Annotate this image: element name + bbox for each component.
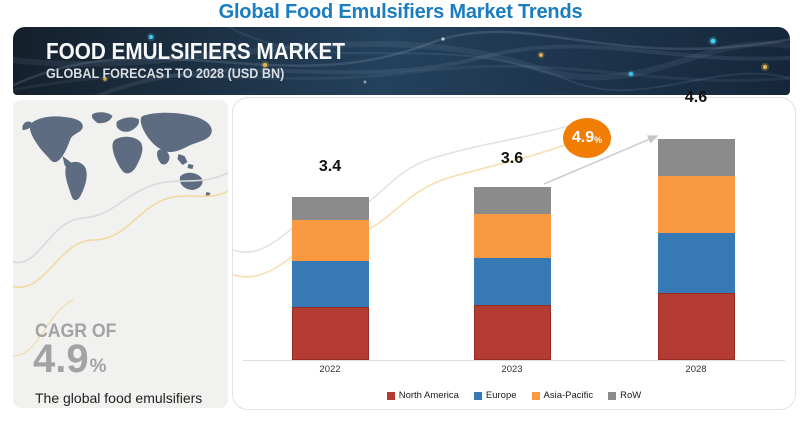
plot-area: 3.4 2022 3.6 2023 4.6 2028 [233, 90, 795, 409]
cagr-number: 4.9 [33, 337, 89, 381]
legend-label: RoW [620, 390, 642, 401]
bar-segment-europe [473, 257, 551, 305]
legend-label: Europe [485, 390, 517, 401]
stacked-bar-2022 [291, 196, 369, 360]
badge-value: 4.9 [571, 129, 595, 146]
stacked-bar-2023 [473, 187, 551, 360]
banner-heading: FOOD EMULSIFIERS MARKET [46, 38, 346, 64]
legend-item-north-america: North America [386, 390, 459, 401]
bar-segment-europe [291, 260, 369, 308]
header-banner: FOOD EMULSIFIERS MARKET GLOBAL FORECAST … [13, 27, 790, 95]
bar-segment-europe [657, 232, 735, 293]
bar-segment-row [473, 187, 551, 214]
bar-segment-north-america [657, 292, 735, 360]
world-map-graphic [22, 112, 212, 201]
cagr-value: 4.9 % [33, 339, 107, 379]
bar-total-label: 3.6 [500, 150, 524, 168]
bar-total-label: 4.6 [684, 89, 708, 107]
bar-segment-asia-pacific [291, 220, 369, 261]
cagr-percent-sign: % [89, 356, 107, 377]
bar-segment-row [291, 196, 369, 221]
legend-swatch-icon [473, 391, 482, 400]
legend-label: Asia-Pacific [543, 390, 594, 401]
badge-percent-sign: % [594, 135, 603, 145]
bar-segment-north-america [473, 304, 551, 360]
legend-item-europe: Europe [473, 390, 517, 401]
stacked-bar-2028 [657, 139, 735, 360]
network-decoration [13, 27, 790, 95]
legend-swatch-icon [531, 391, 540, 400]
x-axis-tick-label: 2028 [685, 364, 707, 375]
bar-segment-asia-pacific [657, 176, 735, 233]
x-axis-tick-label: 2022 [319, 364, 341, 375]
chart-card: 3.4 2022 3.6 2023 4.6 2028 4.9 % North Americ… [232, 90, 796, 410]
legend-item-row: RoW [608, 390, 641, 401]
bar-segment-asia-pacific [473, 213, 551, 258]
legend-swatch-icon [386, 391, 395, 400]
bar-total-label: 3.4 [318, 157, 342, 175]
market-summary-text: The global food emulsifiers market is ex… [35, 390, 203, 406]
bar-segment-row [657, 139, 735, 177]
summary-panel: CAGR OF 4.9 % The global food emulsifier… [13, 100, 228, 408]
banner-subheading: GLOBAL FORECAST TO 2028 (USD BN) [46, 65, 285, 82]
x-axis-tick-label: 2023 [501, 364, 523, 375]
bar-segment-north-america [291, 307, 369, 360]
page-title: Global Food Emulsifiers Market Trends [218, 1, 583, 23]
legend-swatch-icon [608, 391, 617, 400]
x-axis-line [243, 360, 785, 361]
legend-item-asia-pacific: Asia-Pacific [531, 390, 594, 401]
legend: North America Europe Asia-Pacific RoW [233, 390, 795, 401]
legend-label: North America [398, 390, 459, 401]
cagr-badge: 4.9 % [563, 118, 611, 158]
